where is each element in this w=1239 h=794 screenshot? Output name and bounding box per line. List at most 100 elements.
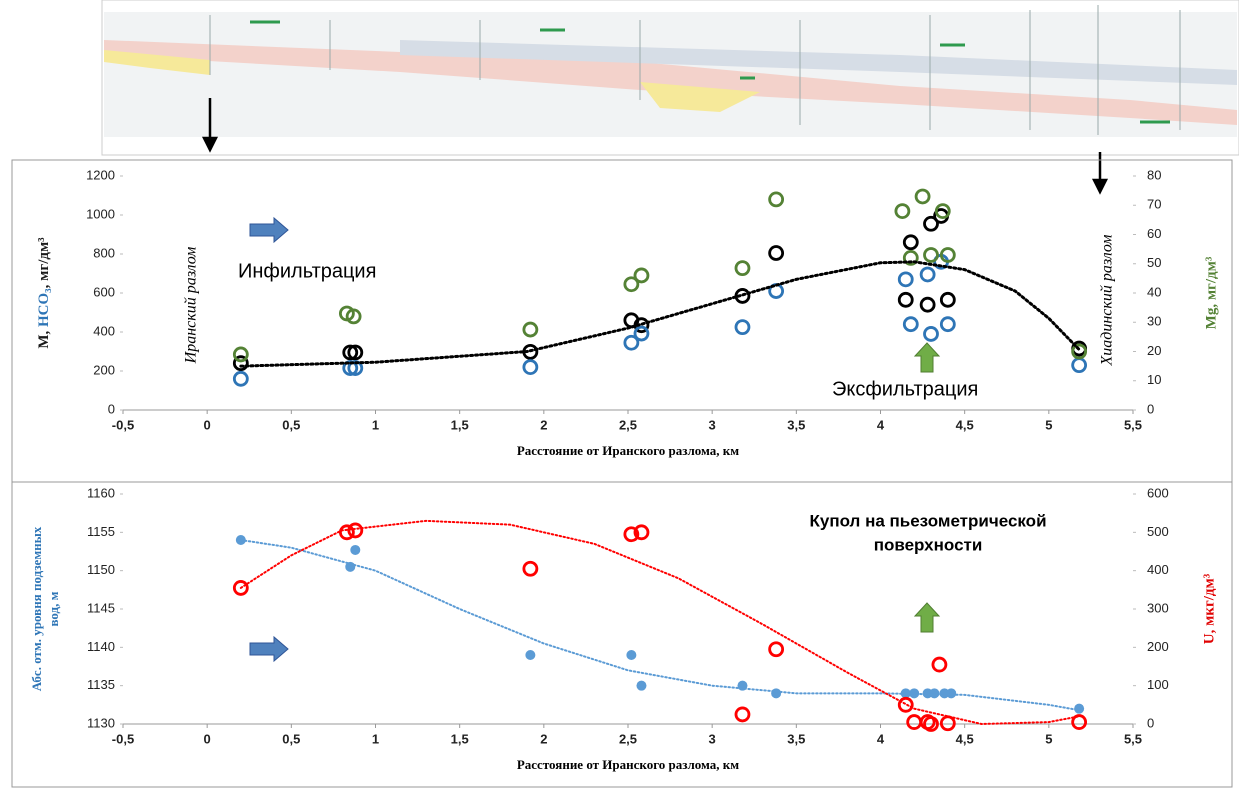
y-axis-title-part: HCO₃ (36, 288, 52, 327)
y-axis-title-part: M, (36, 327, 52, 349)
y2-tick-label: 200 (1147, 639, 1169, 654)
x-tick-label: 2 (540, 731, 547, 746)
y2-tick-label: 100 (1147, 677, 1169, 692)
y2-axis-title: U, мкг/дм³ (1201, 573, 1217, 644)
y2-tick-label: 500 (1147, 524, 1169, 539)
y2-tick-label: 60 (1147, 226, 1161, 241)
y2-tick-label: 80 (1147, 167, 1161, 182)
data-point (347, 344, 364, 361)
trend-line (239, 519, 1081, 726)
data-point (931, 656, 948, 673)
section-sand (104, 50, 210, 75)
x-tick-label: 2,5 (619, 417, 637, 432)
data-point (894, 203, 911, 220)
trend-line (239, 539, 1081, 712)
data-point (522, 321, 539, 338)
y-axis-title-part: , мг/дм³ (36, 237, 52, 289)
y2-tick-label: 300 (1147, 600, 1169, 615)
annotation: Хиадинский разлом (1099, 234, 1116, 366)
data-point (1071, 343, 1088, 360)
data-point (525, 650, 536, 660)
data-point (623, 526, 640, 543)
x-tick-label: 0 (204, 731, 211, 746)
data-point (338, 524, 355, 541)
geological-section (101, 0, 1239, 156)
y-tick-label: 400 (93, 323, 115, 338)
annotation: Эксфильтрация (832, 378, 978, 400)
x-tick-label: 4,5 (956, 731, 974, 746)
x-tick-label: 4,5 (956, 417, 974, 432)
data-point (522, 560, 539, 577)
data-point (1071, 714, 1088, 730)
annotation: поверхности (874, 535, 983, 554)
data-point (923, 215, 939, 232)
y-tick-label: 1155 (87, 524, 115, 539)
y-tick-label: 0 (108, 401, 115, 416)
y-tick-label: 1000 (86, 206, 115, 221)
data-point (232, 370, 249, 387)
data-point (1071, 357, 1088, 374)
y-axis-title: Абс. отм. уровня подземных (29, 526, 44, 691)
data-point (350, 544, 361, 555)
data-point (347, 522, 364, 539)
y2-axis-title: Mg, мг/дм³ (1203, 256, 1219, 329)
x-tick-label: 1,5 (451, 417, 469, 432)
data-point (919, 266, 936, 283)
data-point (914, 188, 931, 205)
y-tick-label: 1160 (87, 485, 115, 500)
x-tick-label: 1 (372, 417, 379, 432)
data-point (897, 696, 914, 713)
y2-tick-label: 30 (1147, 314, 1161, 329)
data-point (939, 291, 956, 308)
data-point (734, 260, 751, 277)
y-axis-title: вод, м (46, 591, 61, 626)
y-tick-label: 800 (93, 245, 115, 260)
section-wells (209, 5, 1181, 135)
y-axis-title: M, HCO₃, мг/дм³ (36, 237, 52, 349)
data-point (946, 688, 957, 699)
annotation: Инфильтрация (238, 260, 376, 282)
x-tick-label: 3 (709, 417, 716, 432)
y-tick-label: 1150 (87, 562, 115, 577)
x-tick-label: -0,5 (112, 417, 134, 432)
data-point (929, 688, 940, 699)
x-tick-label: 2,5 (619, 731, 637, 746)
trend-line (239, 260, 1081, 368)
data-point (897, 271, 914, 288)
data-point (342, 344, 359, 361)
data-point (623, 334, 640, 351)
x-tick-label: 5,5 (1124, 417, 1142, 432)
y2-tick-label: 10 (1147, 372, 1161, 387)
data-point (902, 234, 919, 251)
y-tick-label: 1135 (87, 677, 115, 692)
data-point (771, 688, 782, 699)
data-point (623, 276, 640, 293)
data-point (345, 561, 356, 572)
y2-tick-label: 400 (1147, 562, 1169, 577)
fault-arrows (201, 98, 1109, 195)
flow-arrows (249, 216, 289, 663)
x-tick-label: 0 (204, 417, 211, 432)
data-point (902, 316, 919, 333)
data-point (768, 191, 785, 208)
y2-tick-label: 0 (1147, 401, 1154, 416)
data-point (232, 580, 249, 596)
data-point (939, 715, 956, 732)
x-tick-label: 1,5 (451, 731, 469, 746)
x-tick-label: 5 (1045, 417, 1052, 432)
x-tick-label: 0,5 (282, 731, 300, 746)
data-point (232, 355, 249, 372)
data-point (919, 296, 936, 313)
y-tick-label: 1130 (87, 715, 115, 730)
annotation: Купол на пьезометрической (809, 511, 1046, 530)
x-tick-label: 3 (709, 731, 716, 746)
x-tick-label: 3,5 (787, 417, 805, 432)
y-tick-label: 600 (93, 284, 115, 299)
data-point (923, 716, 939, 732)
annotation: Иранский разлом (183, 247, 200, 365)
x-tick-label: 4 (877, 731, 885, 746)
y2-tick-label: 20 (1147, 343, 1161, 358)
data-point (522, 359, 539, 376)
